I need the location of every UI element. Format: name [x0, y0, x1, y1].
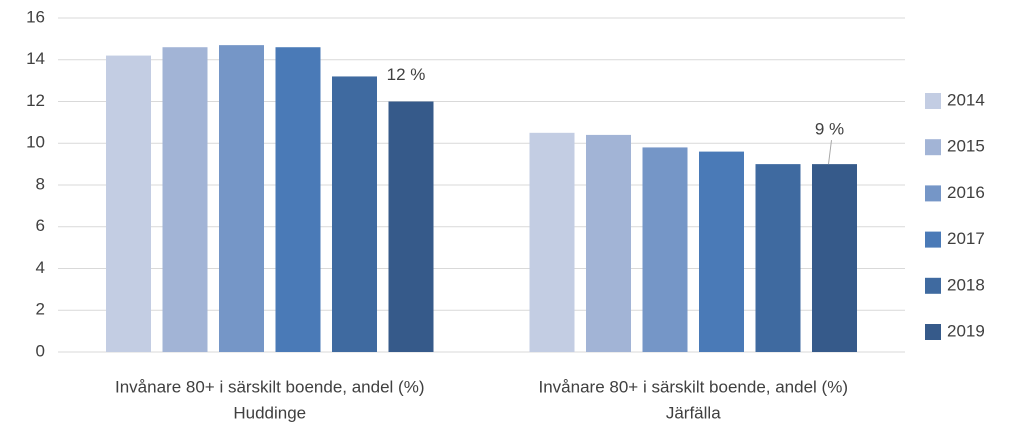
bar [529, 132, 575, 352]
legend-label: 2014 [947, 90, 985, 109]
bar [586, 134, 631, 352]
legend-swatch [925, 139, 941, 156]
x-tick-label: Invånare 80+ i särskilt boende, andel (%… [539, 377, 849, 396]
y-tick-label: 4 [36, 258, 45, 277]
leader-line [828, 140, 832, 165]
bar [219, 45, 264, 352]
bar [275, 47, 321, 352]
data-label: 12 % [387, 65, 426, 84]
legend-swatch [925, 277, 941, 294]
y-tick-label: 6 [36, 216, 45, 235]
data-label: 9 % [815, 120, 844, 139]
legend-label: 2017 [947, 229, 985, 248]
bar [812, 164, 857, 352]
x-tick-label: Huddinge [233, 403, 306, 422]
x-tick-label: Invånare 80+ i särskilt boende, andel (%… [115, 377, 425, 396]
y-tick-label: 0 [36, 341, 45, 360]
legend-label: 2015 [947, 137, 985, 156]
x-tick-label: Järfälla [666, 403, 721, 422]
bar [332, 76, 377, 352]
bar [755, 164, 801, 352]
bar [642, 147, 688, 352]
y-tick-label: 14 [26, 49, 45, 68]
y-tick-label: 10 [26, 133, 45, 152]
bar [162, 47, 208, 352]
legend-swatch [925, 93, 941, 109]
legend-label: 2019 [947, 321, 985, 340]
y-tick-label: 8 [36, 174, 45, 193]
legend-swatch [925, 231, 941, 248]
legend-swatch [925, 185, 941, 202]
y-tick-label: 16 [26, 7, 45, 26]
y-tick-label: 2 [36, 300, 45, 319]
legend-label: 2016 [947, 183, 985, 202]
legend-label: 2018 [947, 275, 985, 294]
bar [388, 101, 434, 352]
y-tick-label: 12 [26, 91, 45, 110]
bar [106, 55, 151, 352]
legend-swatch [925, 324, 941, 340]
bar [699, 151, 744, 352]
